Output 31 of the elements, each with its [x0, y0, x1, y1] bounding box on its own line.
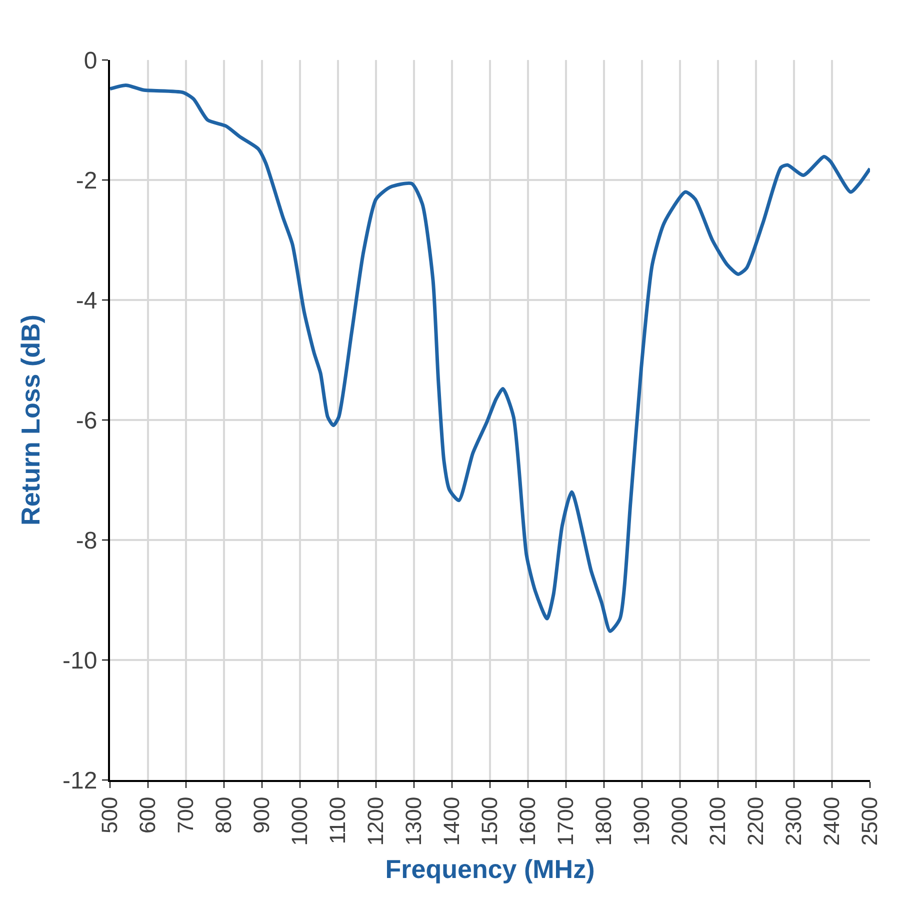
x-tick-label: 1200: [363, 796, 388, 846]
y-tick-label: -6: [76, 407, 98, 434]
x-tick-label: 1100: [325, 796, 350, 844]
x-tick-label: 1800: [591, 796, 616, 846]
x-tick-label: 500: [97, 796, 122, 834]
x-tick-label: 1000: [287, 796, 312, 846]
x-tick-label: 2400: [819, 796, 844, 846]
x-tick-label: 2000: [667, 796, 692, 846]
x-axis-title: Frequency (MHz): [385, 854, 595, 884]
x-tick-label: 700: [173, 796, 198, 834]
x-tick-label: 1500: [477, 796, 502, 846]
x-tick-label: 1300: [401, 796, 426, 846]
x-tick-label: 1900: [629, 796, 654, 846]
y-tick-label: -4: [76, 287, 98, 314]
y-axis-title: Return Loss (dB): [15, 314, 46, 526]
y-tick-label: -12: [62, 767, 98, 794]
x-tick-label: 2500: [857, 796, 882, 846]
y-tick-label: -2: [76, 167, 98, 194]
y-tick-label: -8: [76, 527, 98, 554]
x-tick-label: 1400: [439, 796, 464, 846]
x-tick-label: 2100: [705, 796, 730, 846]
line-series: [110, 83, 870, 633]
x-tick-label: 2200: [743, 796, 768, 846]
x-tick-label: 800: [211, 796, 236, 834]
x-tick-label: 2300: [781, 796, 806, 846]
y-tick-label: 0: [84, 47, 98, 74]
y-tick-label: -10: [62, 647, 98, 674]
x-tick-label: 1600: [515, 796, 540, 846]
x-tick-label: 900: [249, 796, 274, 834]
x-tick-label: 600: [135, 796, 160, 834]
x-tick-label: 1700: [553, 796, 578, 846]
